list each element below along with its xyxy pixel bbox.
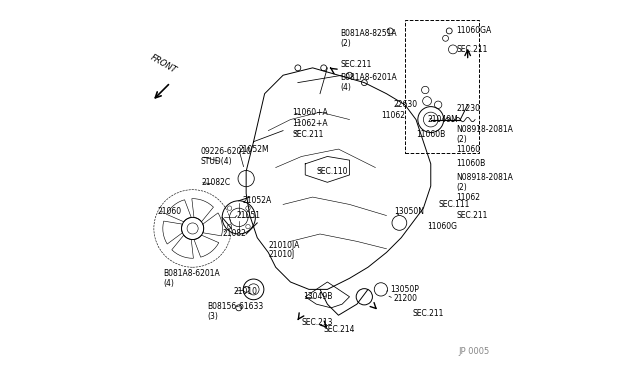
Text: B081A8-6201A
(4): B081A8-6201A (4) xyxy=(340,73,397,92)
Text: 13049B: 13049B xyxy=(303,292,333,301)
Text: SEC.110: SEC.110 xyxy=(316,167,348,176)
Text: 11060+A: 11060+A xyxy=(292,108,328,117)
Text: SEC.214: SEC.214 xyxy=(324,326,355,334)
Text: 21060: 21060 xyxy=(157,207,182,217)
Polygon shape xyxy=(172,235,193,258)
Circle shape xyxy=(227,224,232,229)
Text: 21200: 21200 xyxy=(394,294,418,303)
Text: 13050P: 13050P xyxy=(390,285,419,294)
Text: 21052M: 21052M xyxy=(239,145,269,154)
Text: 21010: 21010 xyxy=(233,287,257,296)
Polygon shape xyxy=(163,221,182,244)
Text: 11060: 11060 xyxy=(456,145,481,154)
Circle shape xyxy=(243,286,249,292)
Text: 21049M: 21049M xyxy=(427,115,458,124)
Circle shape xyxy=(387,28,393,34)
Circle shape xyxy=(227,206,232,211)
Text: SEC.211: SEC.211 xyxy=(412,309,444,318)
Text: 11060G: 11060G xyxy=(427,222,457,231)
Text: B081A8-8251A
(2): B081A8-8251A (2) xyxy=(340,29,397,48)
Text: B08156-61633
(3): B08156-61633 (3) xyxy=(207,302,264,321)
Polygon shape xyxy=(166,200,191,222)
Text: 11060B: 11060B xyxy=(456,159,486,169)
Text: SEC.213: SEC.213 xyxy=(301,318,333,327)
Text: SEC.211: SEC.211 xyxy=(340,60,372,69)
Circle shape xyxy=(236,305,242,311)
Text: 11062: 11062 xyxy=(456,193,481,202)
Text: 21230: 21230 xyxy=(456,104,481,113)
Text: SEC.211: SEC.211 xyxy=(292,130,324,139)
Text: 21082: 21082 xyxy=(222,230,246,238)
Text: JP 0005: JP 0005 xyxy=(459,347,490,356)
Text: SEC.211: SEC.211 xyxy=(456,211,488,220)
Text: 09226-62010
STUD(4): 09226-62010 STUD(4) xyxy=(200,147,251,166)
Text: 21082C: 21082C xyxy=(201,178,230,187)
Text: 11062: 11062 xyxy=(381,111,405,121)
Polygon shape xyxy=(194,235,219,257)
Text: 22630: 22630 xyxy=(394,100,418,109)
Circle shape xyxy=(246,206,250,211)
Text: 21010JA: 21010JA xyxy=(268,241,300,250)
Text: 21010J: 21010J xyxy=(268,250,294,259)
Circle shape xyxy=(347,72,353,78)
Circle shape xyxy=(246,224,250,229)
Circle shape xyxy=(446,28,452,34)
Text: B081A8-6201A
(4): B081A8-6201A (4) xyxy=(163,269,220,288)
Text: 11062+A: 11062+A xyxy=(292,119,328,128)
Text: SEC.111: SEC.111 xyxy=(438,200,470,209)
Text: 11060B: 11060B xyxy=(416,130,445,139)
Text: FRONT: FRONT xyxy=(148,53,178,75)
Circle shape xyxy=(321,65,326,71)
Text: N08918-2081A
(2): N08918-2081A (2) xyxy=(456,125,513,144)
Text: N08918-2081A
(2): N08918-2081A (2) xyxy=(456,173,513,192)
Polygon shape xyxy=(192,199,214,222)
Text: 11060GA: 11060GA xyxy=(456,26,492,35)
Circle shape xyxy=(362,80,367,86)
Text: 13050N: 13050N xyxy=(394,207,424,217)
Text: SEC.211: SEC.211 xyxy=(456,45,488,54)
Text: 21052A: 21052A xyxy=(243,196,272,205)
Circle shape xyxy=(295,65,301,71)
Polygon shape xyxy=(305,282,349,308)
Polygon shape xyxy=(203,213,223,236)
Text: 21051: 21051 xyxy=(237,211,261,220)
